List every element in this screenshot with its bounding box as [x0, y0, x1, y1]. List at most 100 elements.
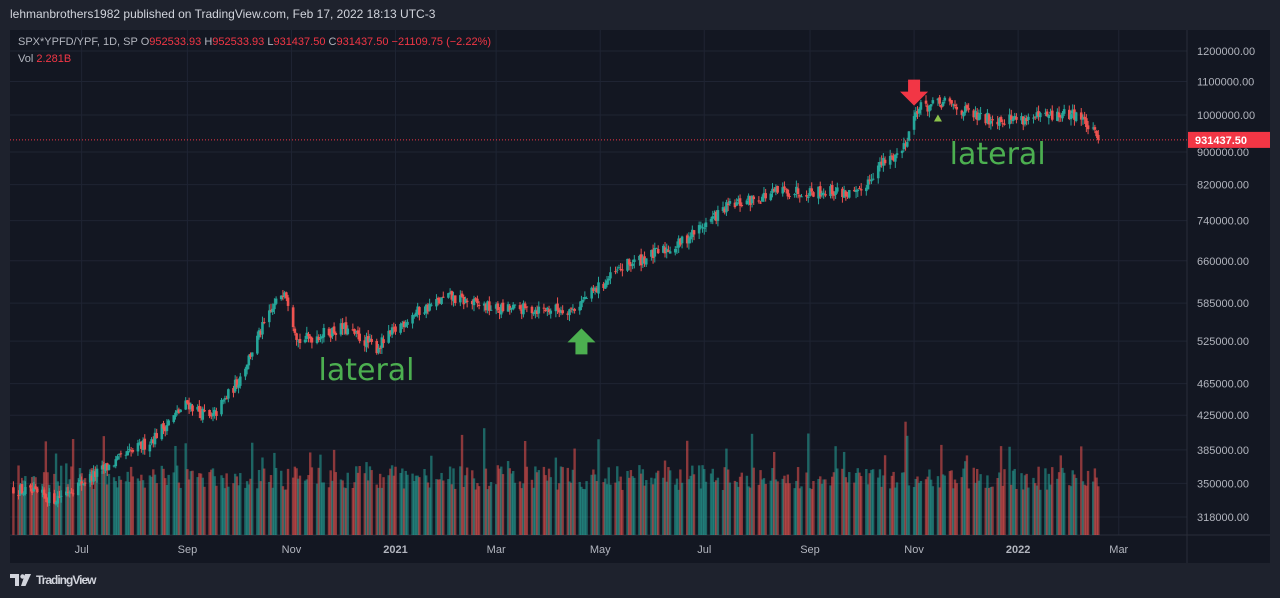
candle-body — [78, 480, 82, 482]
price-axis-label: 318000.00 — [1197, 512, 1249, 524]
volume-bar — [472, 478, 476, 535]
volume-bar — [66, 484, 70, 535]
candle-body — [711, 216, 715, 219]
candle-body — [95, 468, 99, 477]
volume-bar — [274, 467, 278, 535]
candle-body — [320, 336, 324, 339]
candle-body — [1033, 116, 1037, 118]
candle-body — [880, 161, 883, 165]
time-axis-label: 2021 — [383, 544, 407, 556]
volume-bar — [65, 463, 68, 535]
volume-bar — [380, 487, 384, 535]
volume-bar — [1049, 484, 1052, 535]
candle-body — [346, 328, 350, 335]
volume-bar — [1061, 467, 1064, 535]
volume-bar — [725, 448, 728, 535]
candle-body — [592, 288, 595, 291]
volume-bar — [116, 487, 119, 535]
candle-body — [530, 306, 534, 314]
candle-body — [760, 196, 764, 202]
candle-body — [566, 313, 570, 315]
candle-body — [1039, 113, 1042, 118]
volume-bar — [343, 487, 346, 535]
candle-body — [1083, 116, 1086, 119]
volume-bar — [184, 443, 187, 535]
candle-body — [344, 322, 348, 334]
candle-body — [950, 100, 953, 104]
volume-bar — [699, 488, 703, 535]
volume-bar — [1097, 486, 1100, 535]
volume-bar — [858, 472, 861, 535]
volume-bar — [784, 483, 788, 535]
legend-low: 931437.50 — [273, 36, 326, 48]
volume-bar — [19, 484, 22, 535]
candle-body — [244, 368, 247, 377]
volume-bar — [842, 451, 846, 535]
volume-bar — [162, 468, 165, 535]
footer: TradingView — [10, 573, 96, 587]
candle-body — [832, 193, 836, 196]
volume-bar — [986, 475, 989, 535]
tradingview-logo-text[interactable]: TradingView — [36, 573, 96, 587]
candle-body — [876, 165, 880, 179]
volume-bar — [392, 475, 396, 535]
candle-body — [929, 104, 933, 107]
chart-panel[interactable]: 1200000.00 1100000.00 1000000.00 900000.00 8… — [10, 30, 1270, 563]
volume-bar — [537, 470, 540, 535]
time-axis-label: Jul — [697, 544, 711, 556]
volume-bar — [363, 473, 367, 535]
candle-body — [931, 100, 935, 104]
volume-bar — [984, 487, 987, 535]
volume-bar — [175, 465, 179, 535]
candle-body — [834, 191, 837, 195]
volume-bar — [532, 487, 535, 535]
volume-bar — [414, 475, 418, 535]
time-axis-label: Jul — [75, 544, 89, 556]
candle-body — [1071, 109, 1075, 114]
candle-body — [319, 338, 322, 340]
volume-bar — [643, 485, 646, 535]
volume-bar — [941, 474, 945, 535]
volume-bar — [691, 465, 694, 535]
price-axis-label: 660000.00 — [1197, 256, 1249, 268]
candle-body — [1001, 123, 1005, 125]
volume-bar — [902, 472, 906, 535]
volume-bar — [880, 486, 883, 535]
candle-body — [298, 338, 302, 343]
volume-bar — [570, 482, 573, 535]
volume-bar — [280, 470, 283, 535]
candle-body — [162, 423, 165, 429]
volume-bar — [191, 470, 194, 535]
volume-bar — [256, 488, 259, 535]
volume-bar — [829, 485, 832, 535]
candle-body — [310, 337, 314, 343]
volume-bar — [320, 482, 324, 535]
volume-bar — [561, 467, 564, 535]
volume-bar — [486, 489, 489, 535]
candle-body — [100, 465, 104, 470]
volume-bar — [247, 484, 251, 535]
volume-bar — [124, 481, 128, 535]
candle-body — [907, 131, 911, 141]
candle-body — [220, 399, 223, 415]
volume-bar — [186, 469, 189, 535]
candle-body — [975, 112, 979, 120]
price-chart[interactable]: 1200000.00 1100000.00 1000000.00 900000.00 8… — [10, 30, 1270, 563]
candle-body — [167, 420, 170, 426]
candle-body — [380, 337, 384, 348]
volume-bar — [483, 428, 486, 535]
volume-bar — [750, 433, 754, 535]
volume-bar — [812, 481, 815, 535]
volume-bar — [510, 473, 513, 535]
candle-body — [798, 195, 802, 197]
volume-bar — [883, 455, 887, 535]
candle-body — [141, 440, 145, 451]
candle-body — [772, 188, 776, 192]
legend-symbol[interactable]: SPX*YPFD/YPF, 1D, SP — [18, 36, 138, 48]
volume-bar — [781, 478, 784, 535]
last-price-label: 931437.50 — [1195, 135, 1247, 147]
volume-bar — [286, 468, 290, 535]
price-axis-label: 820000.00 — [1197, 180, 1249, 192]
volume-bar — [776, 481, 779, 535]
candle-body — [846, 195, 849, 197]
